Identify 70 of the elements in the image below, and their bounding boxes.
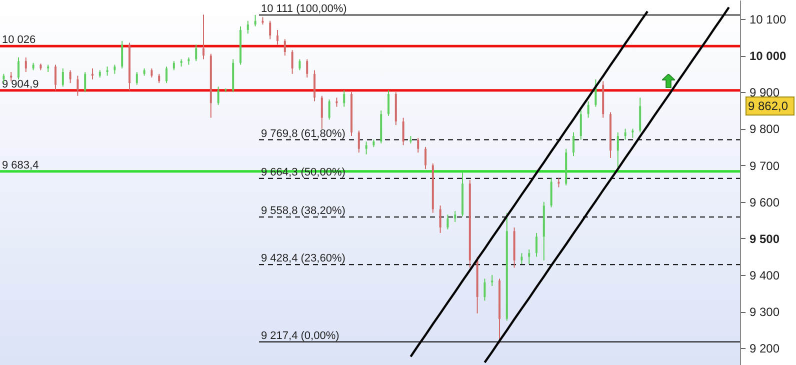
candlestick bbox=[306, 58, 308, 78]
y-tick-label: 10 100 bbox=[750, 12, 787, 27]
y-tick-label: 9 600 bbox=[750, 195, 780, 210]
candlestick bbox=[632, 128, 634, 138]
candlestick bbox=[365, 141, 368, 155]
candlestick bbox=[314, 70, 316, 102]
candlestick bbox=[269, 20, 272, 40]
candlestick bbox=[624, 128, 626, 140]
y-tick-label: 9 900 bbox=[750, 86, 780, 100]
candlestick bbox=[276, 29, 278, 46]
candlestick bbox=[446, 214, 449, 230]
candlestick bbox=[388, 90, 390, 116]
ref-line-label: 9 683,4 bbox=[2, 159, 39, 172]
text: 9 862,0 bbox=[748, 99, 788, 114]
candlestick bbox=[166, 66, 168, 84]
candlestick bbox=[172, 60, 175, 71]
candlestick bbox=[491, 274, 494, 286]
y-tick-label: 10 000 bbox=[750, 49, 787, 64]
candlestick bbox=[550, 178, 552, 208]
candlestick bbox=[84, 72, 86, 93]
candlestick bbox=[298, 58, 301, 71]
candlestick bbox=[246, 20, 249, 34]
candlestick bbox=[106, 66, 108, 76]
ref-line-label: 9 904,9 bbox=[2, 78, 39, 90]
candlestick bbox=[439, 205, 442, 234]
y-tick-label: 9 300 bbox=[750, 305, 780, 320]
candlestick bbox=[520, 252, 523, 265]
candlestick bbox=[284, 38, 286, 56]
candlestick bbox=[121, 40, 124, 69]
candlestick bbox=[424, 146, 426, 170]
y-tick-label: 9 700 bbox=[750, 158, 780, 173]
candlestick bbox=[402, 117, 404, 146]
y-tick-label: 9 400 bbox=[750, 268, 780, 283]
y-tick-label: 9 500 bbox=[750, 232, 780, 246]
candlestick bbox=[24, 56, 27, 73]
candlestick bbox=[10, 72, 12, 82]
ref-line-label: 9 558,8 (38,20%) bbox=[261, 204, 346, 217]
candlestick bbox=[150, 68, 153, 78]
candlestick bbox=[195, 44, 198, 62]
candlestick bbox=[217, 86, 220, 106]
candlestick bbox=[417, 137, 420, 154]
candlestick bbox=[528, 248, 530, 265]
candlestick bbox=[76, 75, 79, 96]
candlestick bbox=[158, 73, 160, 84]
candlestick bbox=[136, 72, 138, 86]
candlestick bbox=[114, 64, 116, 74]
y-tick-label: 9 800 bbox=[750, 122, 780, 136]
candlestick bbox=[69, 70, 72, 84]
candlestick bbox=[202, 14, 204, 60]
candlestick bbox=[254, 14, 256, 27]
ref-line-label: 9 769,8 (61,80%) bbox=[261, 128, 346, 140]
ref-line-label: 9 217,4 (0,00%) bbox=[261, 330, 340, 342]
candlestick bbox=[536, 232, 538, 258]
candlestick bbox=[358, 130, 360, 154]
candlestick bbox=[572, 132, 574, 157]
ref-line-label: 10 111 (100,00%) bbox=[261, 2, 347, 15]
candlestick bbox=[291, 50, 294, 74]
candlestick bbox=[18, 56, 20, 80]
candlestick bbox=[343, 90, 346, 108]
ref-line-label: 9 428,4 (23,60%) bbox=[261, 252, 346, 265]
candlestick bbox=[454, 210, 456, 222]
candlestick bbox=[587, 100, 590, 118]
candlestick bbox=[580, 110, 582, 140]
y-tick-label: 9 200 bbox=[750, 342, 780, 356]
candlestick bbox=[320, 95, 323, 130]
candlestick bbox=[328, 98, 330, 120]
ref-line-label: 10 026 bbox=[2, 34, 36, 46]
candlestick bbox=[484, 278, 486, 302]
candlestick bbox=[62, 68, 64, 88]
candlestick bbox=[54, 64, 56, 91]
